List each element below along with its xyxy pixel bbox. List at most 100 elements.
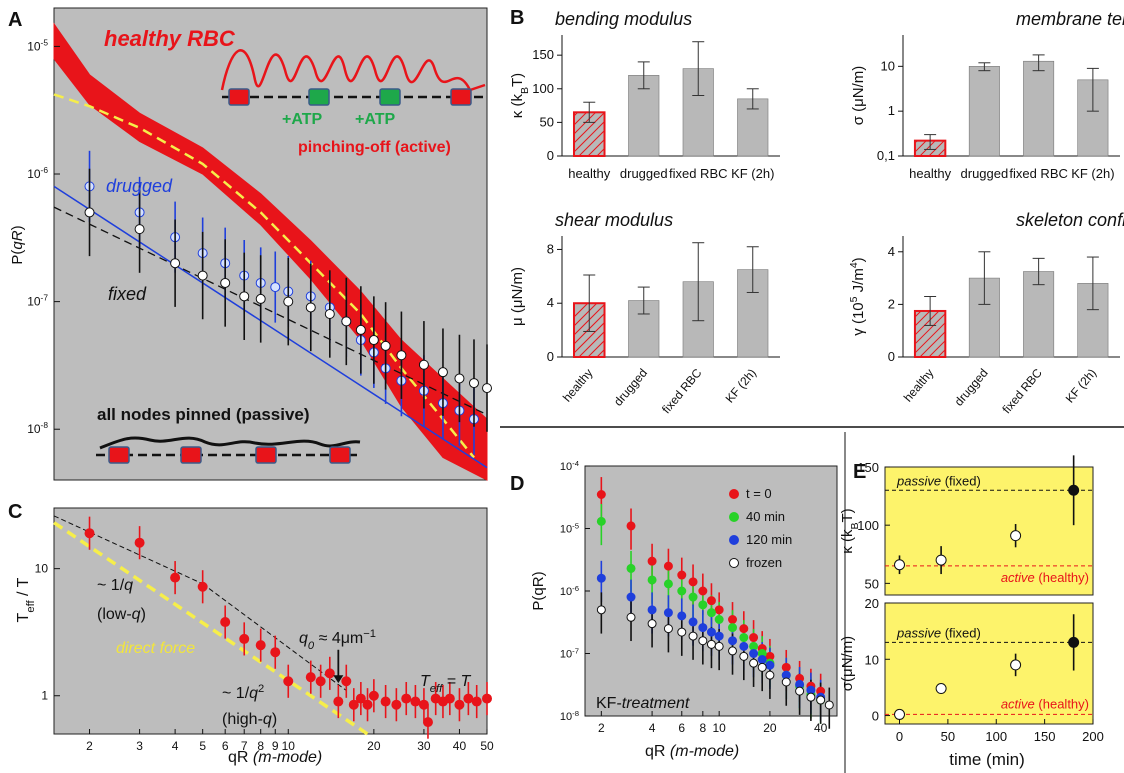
kf-point <box>647 556 657 566</box>
panel-letter-d: D <box>510 473 524 495</box>
y-axis-label: σ (μN/m) <box>850 66 867 126</box>
kf-point <box>728 636 738 646</box>
kf-point <box>626 592 636 602</box>
time-point <box>1010 530 1022 542</box>
category-label: healthy <box>909 166 951 181</box>
kf-point <box>663 561 673 571</box>
kf-point <box>626 563 636 573</box>
y-axis-label: μ (μN/m) <box>509 267 526 326</box>
kf-point <box>739 624 749 634</box>
pinned-node <box>255 446 277 464</box>
fixed-point <box>437 367 448 378</box>
bar <box>1023 60 1055 157</box>
x-tick-label: 3 <box>136 739 143 753</box>
kf-point <box>688 617 698 627</box>
annotation-all-nodes-pinned: all nodes pinned (passive) <box>97 405 310 424</box>
annotation-teff-eq-t: Teff = T <box>420 673 471 695</box>
fixed-point <box>134 224 145 235</box>
teff-point <box>84 528 95 539</box>
category-label: fixed RBC <box>669 166 728 181</box>
legend-marker <box>729 558 739 568</box>
bar-hatch <box>587 339 605 358</box>
fixed-point <box>255 293 266 304</box>
teff-point <box>197 581 208 592</box>
annotation-atp: +ATP <box>355 111 395 128</box>
fixed-point <box>355 324 366 335</box>
fixed-point <box>380 340 391 351</box>
y-tick-label: 10 <box>865 652 879 667</box>
fixed-point <box>468 378 479 389</box>
kf-point <box>706 639 716 649</box>
kf-point <box>824 700 834 710</box>
reference-label: passive (fixed) <box>896 625 981 640</box>
kf-point <box>688 577 698 587</box>
kf-point <box>698 623 708 633</box>
y-axis-label: Teff / T <box>15 577 37 622</box>
teff-point <box>324 668 335 679</box>
fixed-point <box>368 335 379 346</box>
reference-label: active (healthy) <box>1001 570 1089 585</box>
y-tick-label: 50 <box>540 114 554 129</box>
y-tick-label: 10 <box>35 562 49 576</box>
kf-point <box>663 579 673 589</box>
y-tick-label: 150 <box>532 47 554 62</box>
legend-marker <box>729 512 739 522</box>
bar-hatch <box>573 112 588 126</box>
time-point <box>935 683 947 695</box>
fixed-point <box>305 302 316 313</box>
y-tick-label: 100 <box>532 81 554 96</box>
kf-point <box>728 623 738 633</box>
bar-hatch <box>578 330 605 358</box>
bar-hatch <box>573 112 605 144</box>
fixed-point <box>324 308 335 319</box>
kf-point <box>626 612 636 622</box>
bar-hatch <box>919 330 946 357</box>
bar-hatch <box>919 140 936 156</box>
y-tick-label: 4 <box>547 295 554 310</box>
teff-point <box>454 699 465 710</box>
teff-point <box>333 696 344 707</box>
time-point <box>1068 484 1080 496</box>
teff-point <box>305 672 316 683</box>
kf-point <box>749 633 759 643</box>
kf-point <box>765 670 775 680</box>
teff-point <box>134 537 145 548</box>
bar-hatch <box>573 303 605 336</box>
x-tick-label: 200 <box>1082 729 1104 744</box>
bar <box>968 66 1000 157</box>
legend-label: t = 0 <box>746 486 772 501</box>
bar-hatch <box>587 138 605 156</box>
kf-point <box>714 641 724 651</box>
x-tick-label: 2 <box>86 739 93 753</box>
category-label: healthy <box>568 166 610 181</box>
annotation-low-q: ~ 1/q <box>97 577 133 594</box>
annotation-high-q: ~ 1/q2 <box>222 683 264 702</box>
kf-point <box>626 521 636 531</box>
kf-point <box>706 627 716 637</box>
x-tick-label: 4 <box>649 721 656 735</box>
annotation-atp: +ATP <box>282 111 322 128</box>
bar-hatch <box>573 112 597 135</box>
x-tick-label: 9 <box>272 739 279 753</box>
x-tick-label: 5 <box>199 739 206 753</box>
pinned-node <box>329 446 351 464</box>
kf-point <box>757 662 767 672</box>
kf-point <box>698 636 708 646</box>
y-tick-label: 10-6 <box>27 165 48 181</box>
annotation-drugged: drugged <box>106 176 173 196</box>
reference-label: active (healthy) <box>1001 696 1089 711</box>
fixed-point <box>283 296 294 307</box>
y-tick-label: 10-8 <box>560 709 579 724</box>
fixed-point <box>396 350 407 361</box>
healthy-rbc-band <box>53 22 488 481</box>
panel-letter-a: A <box>8 9 22 31</box>
fixed-fit-line <box>53 206 488 416</box>
kf-point <box>757 655 767 665</box>
category-label: KF (2h) <box>731 166 774 181</box>
y-tick-label: 10-7 <box>560 646 579 661</box>
teff-point <box>355 693 366 704</box>
kf-point <box>739 641 749 651</box>
y-tick-label: 0 <box>888 349 895 364</box>
pinned-node <box>228 88 250 106</box>
